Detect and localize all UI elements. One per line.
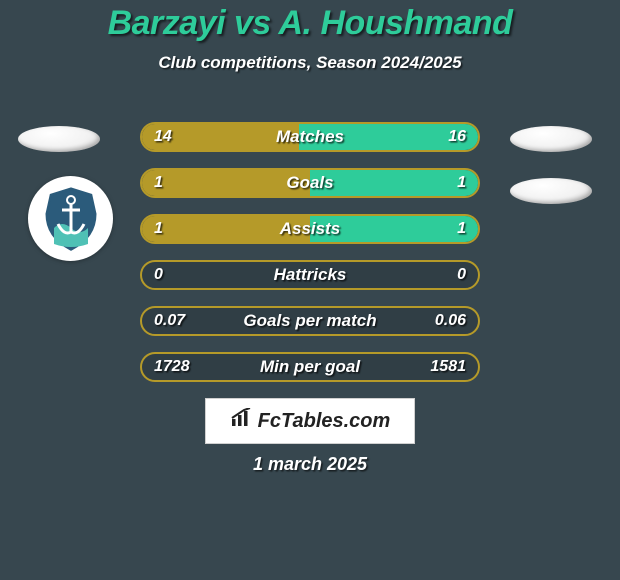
branding-text: FcTables.com xyxy=(258,410,391,433)
stat-bars: 1416Matches 11Goals 11Assists 0 0Hattricks 0.… xyxy=(140,122,480,398)
stat-fill-left xyxy=(142,216,310,242)
stat-value-left: 0 xyxy=(154,262,163,288)
date-text: 1 march 2025 xyxy=(0,454,620,475)
page-title: Barzayi vs A. Houshmand xyxy=(0,4,620,43)
stat-fill-right xyxy=(310,170,478,196)
stat-label: Goals per match xyxy=(142,308,478,334)
stat-row: 0.07 0.06Goals per match xyxy=(140,306,480,336)
stat-row: 1416Matches xyxy=(140,122,480,152)
player-badge-left xyxy=(18,126,100,152)
stat-fill-right xyxy=(299,124,478,150)
stat-label: Hattricks xyxy=(142,262,478,288)
stat-value-right: 0.06 xyxy=(435,308,466,334)
club-badge-right xyxy=(510,178,592,204)
stat-row: 11Assists xyxy=(140,214,480,244)
stat-value-right: 1581 xyxy=(430,354,466,380)
stat-value-right: 0 xyxy=(457,262,466,288)
comparison-card: Barzayi vs A. Houshmand Club competition… xyxy=(0,0,620,580)
stat-row: 11Goals xyxy=(140,168,480,198)
anchor-crest-icon xyxy=(36,184,106,254)
chart-icon xyxy=(230,408,254,434)
stat-fill-right xyxy=(310,216,478,242)
stat-label: Min per goal xyxy=(142,354,478,380)
stat-row: 0 0Hattricks xyxy=(140,260,480,290)
stat-value-left: 1728 xyxy=(154,354,190,380)
branding-box[interactable]: FcTables.com xyxy=(205,398,415,444)
stat-row: 1728 1581Min per goal xyxy=(140,352,480,382)
stat-value-left: 0.07 xyxy=(154,308,185,334)
stat-fill-left xyxy=(142,170,310,196)
club-crest-left xyxy=(28,176,113,261)
stat-fill-left xyxy=(142,124,299,150)
subtitle: Club competitions, Season 2024/2025 xyxy=(0,53,620,73)
player-badge-right xyxy=(510,126,592,152)
